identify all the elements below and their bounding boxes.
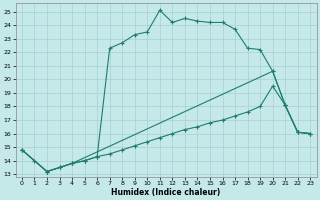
X-axis label: Humidex (Indice chaleur): Humidex (Indice chaleur) bbox=[111, 188, 221, 197]
